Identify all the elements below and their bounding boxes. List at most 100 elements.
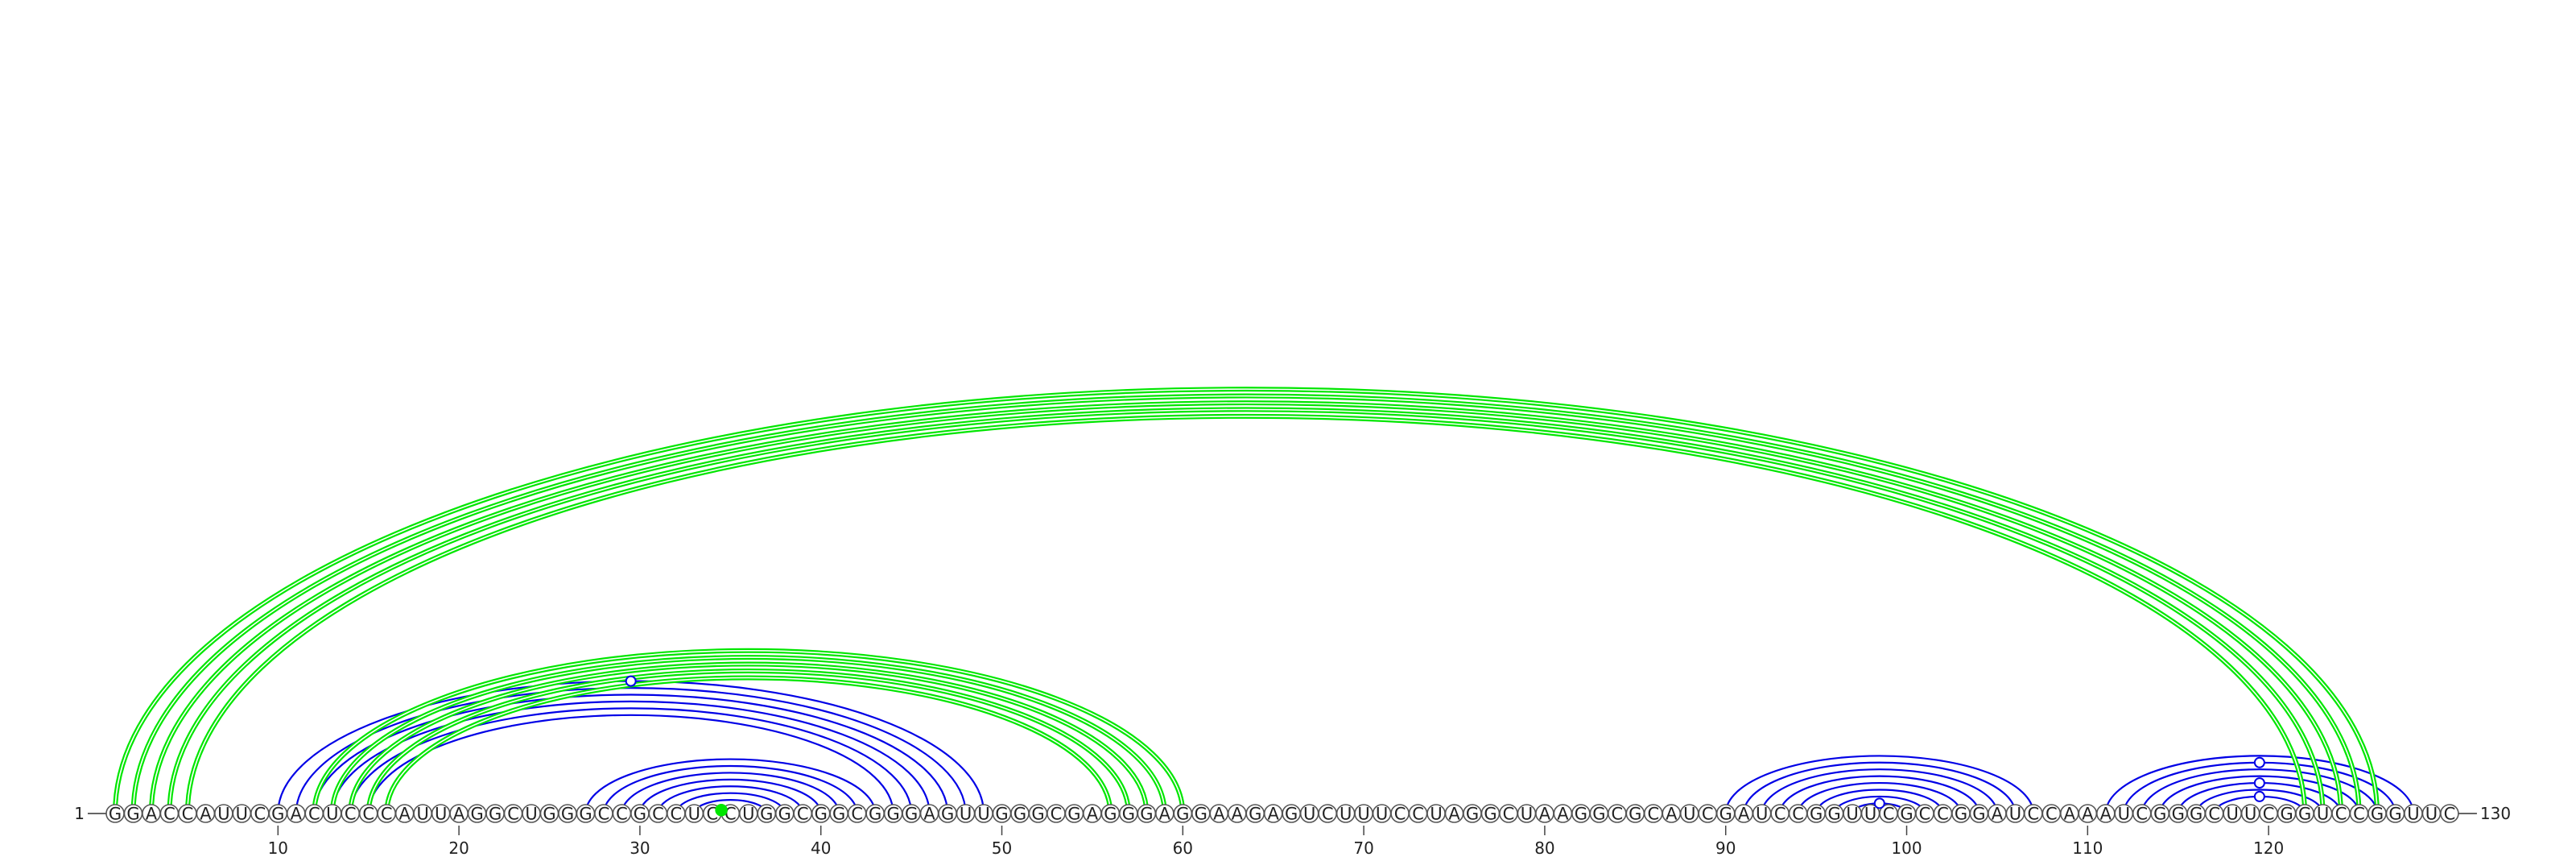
nucleotide-letter: G — [1575, 805, 1587, 824]
nucleotide-letter: A — [1232, 805, 1244, 824]
nucleotide-70: U — [1354, 804, 1373, 824]
nucleotide-letter: C — [2136, 805, 2148, 824]
nucleotide-79: U — [1517, 804, 1537, 824]
nucleotide-122: G — [2295, 804, 2314, 824]
nucleotide-45: G — [902, 804, 921, 824]
nucleotide-77: G — [1480, 804, 1501, 824]
nucleotide-letter: G — [941, 805, 954, 824]
nucleotide-letter: U — [1303, 805, 1315, 824]
nucleotide-letter: U — [1357, 805, 1369, 824]
nucleotide-letter: G — [1249, 805, 1261, 824]
nucleotide-letter: C — [1322, 805, 1334, 824]
nucleotide-128: U — [2404, 804, 2423, 824]
nucleotide-letter: U — [1340, 805, 1352, 824]
nucleotide-letter: A — [923, 805, 935, 824]
nucleotide-92: U — [1752, 804, 1772, 824]
nucleotide-54: G — [1064, 804, 1084, 824]
nucleotide-letter: G — [1031, 805, 1044, 824]
nucleotide-letter: G — [869, 805, 881, 824]
nucleotide-letter: G — [1466, 805, 1479, 824]
tick-label-100: 100 — [1891, 838, 1922, 857]
nucleotide-65: A — [1263, 804, 1283, 824]
nucleotide-letter: C — [1503, 805, 1515, 824]
nucleotide-letter: G — [1592, 805, 1605, 824]
nucleotide-letter: A — [200, 805, 212, 824]
nucleotide-letter: G — [109, 805, 122, 824]
marker-4 — [2253, 790, 2265, 802]
nucleotide-letter: U — [960, 805, 972, 824]
position-axis: 10 20 30 40 50 60 70 80 90 100 110 120 — [268, 826, 2284, 857]
nucleotide-letter: A — [398, 805, 411, 824]
nucleotide-49: U — [974, 804, 993, 824]
nucleotide-116: G — [2186, 804, 2206, 824]
nucleotide-84: C — [1608, 804, 1627, 824]
nucleotide-57: G — [1119, 804, 1138, 824]
marker-2 — [715, 804, 728, 817]
nucleotide-letter: A — [1666, 805, 1678, 824]
nucleotide-letter: G — [126, 805, 139, 824]
base-pair-arc-32-38 — [675, 792, 786, 814]
nucleotide-72: C — [1390, 804, 1410, 824]
nucleotide-25: G — [539, 804, 559, 824]
nucleotide-letter: U — [1756, 805, 1768, 824]
nucleotide-10: G — [268, 804, 288, 824]
nucleotide-108: C — [2041, 804, 2062, 824]
nucleotide-letter: C — [1647, 805, 1659, 824]
nucleotide-letter: G — [905, 805, 918, 824]
nucleotide-letter: G — [832, 805, 845, 824]
nucleotide-107: C — [2024, 804, 2043, 824]
nucleotide-106: U — [2005, 804, 2025, 824]
nucleotide-8: U — [232, 804, 252, 824]
nucleotide-letter: G — [778, 805, 791, 824]
nucleotide-letter: C — [1702, 805, 1714, 824]
base-pair-arc-28-42 — [602, 764, 858, 814]
nucleotide-55: A — [1083, 804, 1102, 824]
nucleotide-100: G — [1897, 804, 1917, 824]
nucleotide-letter: G — [2172, 805, 2185, 824]
nucleotide-letter: U — [2317, 805, 2329, 824]
nucleotide-27: G — [576, 804, 596, 824]
nucleotide-letter: C — [797, 805, 809, 824]
nucleotide-101: C — [1915, 804, 1934, 824]
nucleotide-letter: U — [1521, 805, 1533, 824]
nucleotide-16: C — [377, 804, 397, 824]
nucleotide-33: U — [684, 804, 704, 824]
nucleotide-37: G — [757, 804, 777, 824]
nucleotide-73: C — [1408, 804, 1428, 824]
sequence-end-label: 130 — [2480, 804, 2511, 823]
nucleotide-letter: C — [507, 805, 519, 824]
nucleotide-12: C — [304, 804, 324, 824]
nucleotide-letter: U — [688, 805, 700, 824]
nucleotide-letter: C — [652, 805, 664, 824]
base-pair-arc-14-45 — [349, 707, 913, 814]
base-pair-arc-30-40 — [638, 778, 822, 814]
nucleotide-11: A — [286, 804, 306, 824]
base-pair-arc-inner-4-123 — [168, 408, 2324, 814]
nucleotide-21: G — [467, 804, 487, 824]
nucleotide-22: G — [485, 804, 505, 824]
nucleotide-letter: G — [886, 805, 899, 824]
nucleotide-letter: U — [217, 805, 229, 824]
nucleotide-letter: C — [1412, 805, 1424, 824]
nucleotide-letter: C — [1792, 805, 1804, 824]
base-pair-arc-31-39 — [657, 785, 804, 814]
nucleotide-66: G — [1282, 804, 1301, 824]
base-pair-arc-outer-3-124 — [148, 400, 2344, 814]
nucleotide-85: G — [1625, 804, 1645, 824]
nucleotide-88: U — [1679, 804, 1699, 824]
nucleotide-letter: G — [1195, 805, 1208, 824]
nucleotide-118: U — [2223, 804, 2242, 824]
nucleotide-letter: C — [182, 805, 194, 824]
nucleotide-letter: G — [1955, 805, 1967, 824]
nucleotide-109: A — [2060, 804, 2079, 824]
nucleotide-53: C — [1046, 804, 1066, 824]
nucleotide-26: G — [558, 804, 577, 824]
nucleotide-letter: U — [2009, 805, 2021, 824]
nucleotide-110: A — [2078, 804, 2098, 824]
nucleotide-letter: U — [2244, 805, 2256, 824]
tick-label-20: 20 — [448, 838, 469, 857]
nucleotide-letter: G — [995, 805, 1008, 824]
nucleotide-letter: G — [815, 805, 828, 824]
nucleotide-letter: A — [146, 805, 158, 824]
nucleotide-letter: U — [2425, 805, 2438, 824]
